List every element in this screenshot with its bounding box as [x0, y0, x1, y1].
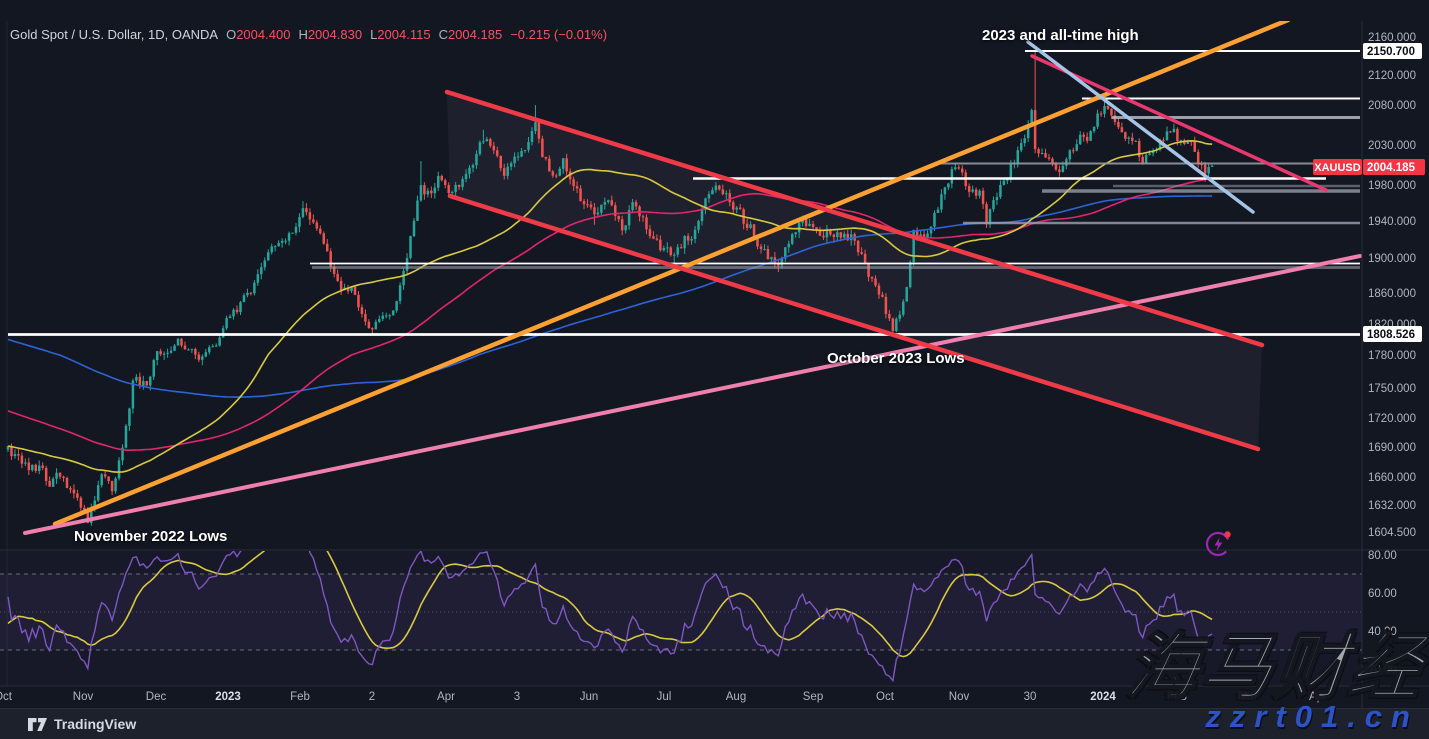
time-tick-label: Feb — [1167, 691, 1187, 703]
rsi-tick-label: 40.00 — [1368, 626, 1397, 638]
low-value: 2004.115 — [377, 27, 431, 42]
price-tick-label: 1900.000 — [1368, 253, 1416, 265]
price-tick-label: 2030.000 — [1368, 140, 1416, 152]
trendline-lightblue-downtrend — [1026, 40, 1255, 214]
tradingview-logo-icon — [28, 717, 47, 731]
time-tick-label: 2 — [369, 691, 375, 703]
pane-header: Gold Spot / U.S. Dollar, 1D, OANDA O2004.… — [10, 27, 607, 42]
flash-icon — [1205, 531, 1231, 557]
time-tick-label: Oct — [0, 691, 13, 703]
rsi-tick-label: 80.00 — [1368, 550, 1397, 562]
annotation-november-2022-lows: November 2022 Lows — [74, 528, 228, 545]
price-tick-label: 2120.000 — [1368, 70, 1416, 82]
time-tick-label: Jun — [580, 691, 599, 703]
symbol-tag: XAUUSD — [1314, 162, 1361, 174]
symbol-tag-box — [1313, 159, 1362, 175]
ideas-flash-button[interactable] — [1201, 525, 1237, 561]
rsi-pane — [0, 551, 1362, 685]
price-line-tag: 1808.526 — [1367, 329, 1415, 341]
low-label: L — [370, 27, 378, 42]
rsi-line — [7, 551, 1213, 683]
last-price-tag-box — [1363, 159, 1425, 175]
open-value: 2004.400 — [236, 27, 291, 42]
descending-channel-fill — [447, 92, 1262, 449]
tradingview-brand-text: TradingView — [54, 716, 137, 732]
price-tick-label: 1940.000 — [1368, 216, 1416, 228]
bottom-branding-bar: TradingView — [0, 708, 1429, 739]
trendline-orange-uptrend — [52, 21, 1291, 527]
price-line-tag: 2150.700 — [1367, 46, 1415, 58]
price-axis[interactable]: 2160.000 2120.000 2080.000 2030.000 1980.000… — [1313, 32, 1425, 539]
time-tick-label: Nov — [73, 691, 94, 703]
trendline-red-channel-lower — [447, 193, 1261, 452]
trend-lines — [23, 21, 1362, 535]
time-tick-label: Jul — [657, 691, 672, 703]
sma-50-line — [7, 139, 1213, 473]
time-tick-label: Apr — [1309, 691, 1327, 703]
price-tick-label: 1860.000 — [1368, 288, 1416, 300]
high-value: 2004.830 — [307, 27, 363, 42]
rsi-ma-line — [7, 551, 1213, 658]
last-price-tag: 2004.185 — [1367, 162, 1416, 174]
annotation-october-2023-lows: October 2023 Lows — [827, 350, 965, 367]
trendline-crimson-downtrend — [1030, 54, 1328, 192]
trendline-pink-uptrend — [23, 254, 1362, 535]
price-tick-label: 1720.000 — [1368, 413, 1416, 425]
price-line-tag-box — [1363, 43, 1422, 59]
price-line-tag-box — [1363, 326, 1422, 342]
time-tick-label: Nov — [949, 691, 970, 703]
watermark-cjk: 海马财经 — [1122, 627, 1428, 709]
price-tick-label: 1660.000 — [1368, 472, 1416, 484]
time-tick-label: 3 — [514, 691, 520, 703]
price-tick-label: 1780.000 — [1368, 350, 1416, 362]
close-value: 2004.185 — [447, 27, 503, 42]
rsi-tick-label: 20.00 — [1368, 664, 1397, 676]
price-tick-label: 1980.000 — [1368, 180, 1416, 192]
open-label: O — [226, 27, 237, 42]
rsi-tick-label: 60.00 — [1368, 588, 1397, 600]
high-label: H — [298, 27, 308, 42]
price-tick-label: 1750.000 — [1368, 383, 1416, 395]
time-tick-label: Mar — [1238, 691, 1258, 703]
annotation-all-time-high: 2023 and all-time high — [982, 27, 1139, 44]
price-tick-label: 1604.500 — [1368, 527, 1416, 539]
time-tick-label: Feb — [290, 691, 310, 703]
close-label: C — [438, 27, 448, 42]
time-tick-label: Sep — [803, 691, 823, 703]
horizontal-level-lines — [8, 50, 1360, 336]
tradingview-brand-link[interactable]: TradingView — [28, 716, 136, 732]
watermark-url: zzrt01.cn — [1205, 699, 1419, 734]
time-tick-label: Aug — [726, 691, 746, 703]
time-tick-label: Apr — [437, 691, 455, 703]
symbol-title: Gold Spot / U.S. Dollar, 1D, OANDA — [10, 27, 219, 42]
time-axis[interactable]: Oct Nov Dec 2023 Feb 2 Apr 3 Jun Jul Aug Sep Oct Nov 3… — [0, 691, 1327, 703]
time-tick-label: 2024 — [1090, 691, 1116, 703]
sma-100-line — [7, 177, 1213, 452]
price-tick-label: 2160.000 — [1368, 32, 1416, 44]
price-tick-label: 1690.000 — [1368, 442, 1416, 454]
time-tick-label: Oct — [876, 691, 895, 703]
time-tick-label: 2023 — [215, 691, 241, 703]
time-tick-label: Dec — [146, 691, 167, 703]
change-value: −0.215 (−0.01%) — [510, 27, 608, 42]
notification-dot — [1224, 531, 1231, 538]
rsi-axis[interactable]: 80.00 60.00 40.00 20.00 — [1368, 550, 1397, 676]
trendline-red-channel-upper — [444, 89, 1265, 348]
price-tick-label: 2080.000 — [1368, 100, 1416, 112]
price-tick-label: 1632.000 — [1368, 500, 1416, 512]
time-tick-label: 30 — [1024, 691, 1037, 703]
